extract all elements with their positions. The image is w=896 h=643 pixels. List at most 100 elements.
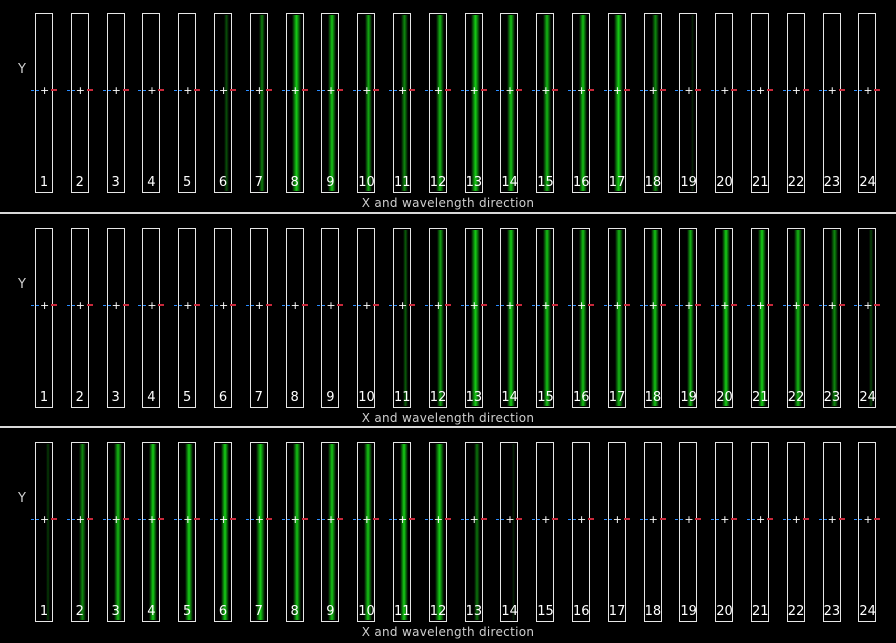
center-cross-icon: + — [720, 84, 730, 97]
slit-12: 12 — [428, 228, 447, 408]
right-tick — [265, 304, 272, 306]
right-tick — [409, 89, 415, 91]
center-marker: + — [102, 85, 133, 96]
slit-number: 5 — [183, 390, 192, 405]
slit-21: 21 — [751, 228, 769, 408]
center-marker: + — [460, 300, 491, 311]
slit-number: 8 — [290, 604, 299, 619]
left-tick — [782, 305, 791, 307]
left-tick — [245, 305, 254, 307]
slit-number: 16 — [573, 175, 590, 190]
slit-number: 3 — [111, 604, 120, 619]
center-cross-icon: + — [183, 299, 193, 312]
right-tick — [194, 304, 201, 306]
center-cross-icon: + — [827, 84, 837, 97]
slit-16: 16 — [572, 442, 590, 622]
center-marker: + — [210, 300, 240, 311]
left-tick — [711, 90, 720, 92]
slit-number: 1 — [39, 390, 49, 405]
right-tick — [444, 518, 451, 520]
center-marker: + — [818, 514, 849, 525]
slit-number: 24 — [859, 604, 876, 619]
center-cross-icon: + — [433, 84, 444, 97]
right-tick — [516, 89, 523, 91]
left-tick — [460, 90, 469, 92]
spectral-trace — [292, 444, 301, 620]
center-cross-icon: + — [791, 84, 802, 97]
slit-22: 22 — [786, 442, 805, 622]
right-tick — [230, 518, 236, 520]
slit-8: 8 — [285, 442, 304, 622]
right-tick — [802, 89, 809, 91]
slit-7: 7 — [249, 228, 268, 408]
slit-number: 17 — [608, 390, 626, 405]
right-tick — [802, 518, 809, 520]
center-marker: + — [317, 514, 347, 525]
left-tick — [711, 519, 720, 521]
spectral-trace — [149, 444, 158, 620]
x-axis-label: X and wavelength direction — [361, 625, 535, 639]
center-cross-icon: + — [648, 513, 658, 526]
slit-number: 20 — [716, 604, 733, 619]
center-marker: + — [102, 300, 133, 311]
slit-number: 13 — [465, 175, 483, 190]
slit-number: 22 — [787, 390, 805, 405]
slit-22: 22 — [786, 13, 805, 193]
slit-9: 9 — [321, 442, 340, 622]
slit-11: 11 — [393, 13, 411, 193]
slit-number: 8 — [290, 175, 299, 190]
right-tick — [373, 518, 380, 520]
left-tick — [568, 305, 576, 307]
slit-13: 13 — [464, 228, 483, 408]
slit-number: 19 — [680, 390, 697, 405]
right-tick — [122, 89, 129, 91]
center-marker: + — [174, 299, 204, 312]
slit-19: 19 — [679, 13, 698, 193]
right-tick — [659, 518, 666, 520]
center-cross-icon: + — [684, 299, 694, 312]
left-tick — [747, 305, 755, 307]
spectral-trace — [399, 444, 408, 620]
right-tick — [122, 304, 129, 306]
spectral-trace — [757, 230, 766, 406]
panel-divider — [0, 212, 896, 214]
center-marker: + — [174, 85, 204, 96]
right-tick — [51, 304, 57, 306]
right-tick — [409, 518, 415, 520]
center-cross-icon: + — [183, 513, 193, 526]
spectral-trace — [292, 15, 301, 191]
center-cross-icon: + — [720, 513, 730, 526]
center-cross-icon: + — [505, 299, 515, 312]
center-cross-icon: + — [541, 299, 551, 312]
right-tick — [838, 89, 845, 91]
slit-18: 18 — [643, 13, 662, 193]
center-cross-icon: + — [398, 513, 408, 526]
left-tick — [603, 519, 612, 521]
left-tick — [31, 305, 39, 307]
center-marker: + — [532, 299, 562, 312]
left-tick — [711, 305, 720, 307]
left-tick — [174, 305, 183, 307]
center-cross-icon: + — [684, 513, 694, 526]
left-tick — [568, 90, 576, 92]
slit-number: 12 — [429, 175, 447, 190]
slit-number: 12 — [429, 604, 447, 619]
spectral-trace — [471, 230, 480, 406]
spectral-trace — [471, 15, 480, 191]
center-marker: + — [245, 85, 276, 96]
center-cross-icon: + — [827, 299, 837, 312]
slit-23: 23 — [822, 13, 841, 193]
left-tick — [210, 305, 218, 307]
left-tick — [66, 519, 75, 521]
slit-number: 9 — [326, 390, 335, 405]
slit-1: 1 — [35, 228, 53, 408]
slit-1: 1 — [35, 442, 53, 622]
right-tick — [480, 89, 487, 91]
center-cross-icon: + — [863, 513, 873, 526]
slit-15: 15 — [536, 228, 555, 408]
left-tick — [675, 519, 684, 521]
slit-number: 23 — [823, 390, 841, 405]
spectral-trace — [690, 15, 695, 191]
left-tick — [854, 519, 863, 521]
slit-14: 14 — [500, 228, 519, 408]
